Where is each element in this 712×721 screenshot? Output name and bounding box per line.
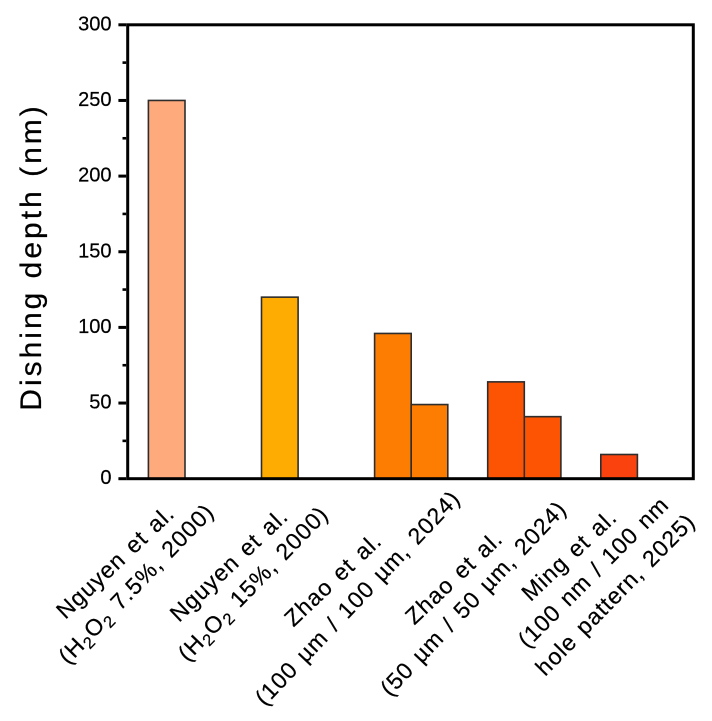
svg-text:200: 200 (78, 165, 111, 187)
svg-text:50: 50 (89, 392, 111, 414)
svg-text:100: 100 (78, 316, 111, 338)
svg-text:0: 0 (100, 467, 111, 489)
svg-text:150: 150 (78, 240, 111, 262)
svg-text:250: 250 (78, 89, 111, 111)
svg-text:300: 300 (78, 13, 111, 35)
svg-text:Dishing depth (nm): Dishing depth (nm) (15, 103, 48, 410)
